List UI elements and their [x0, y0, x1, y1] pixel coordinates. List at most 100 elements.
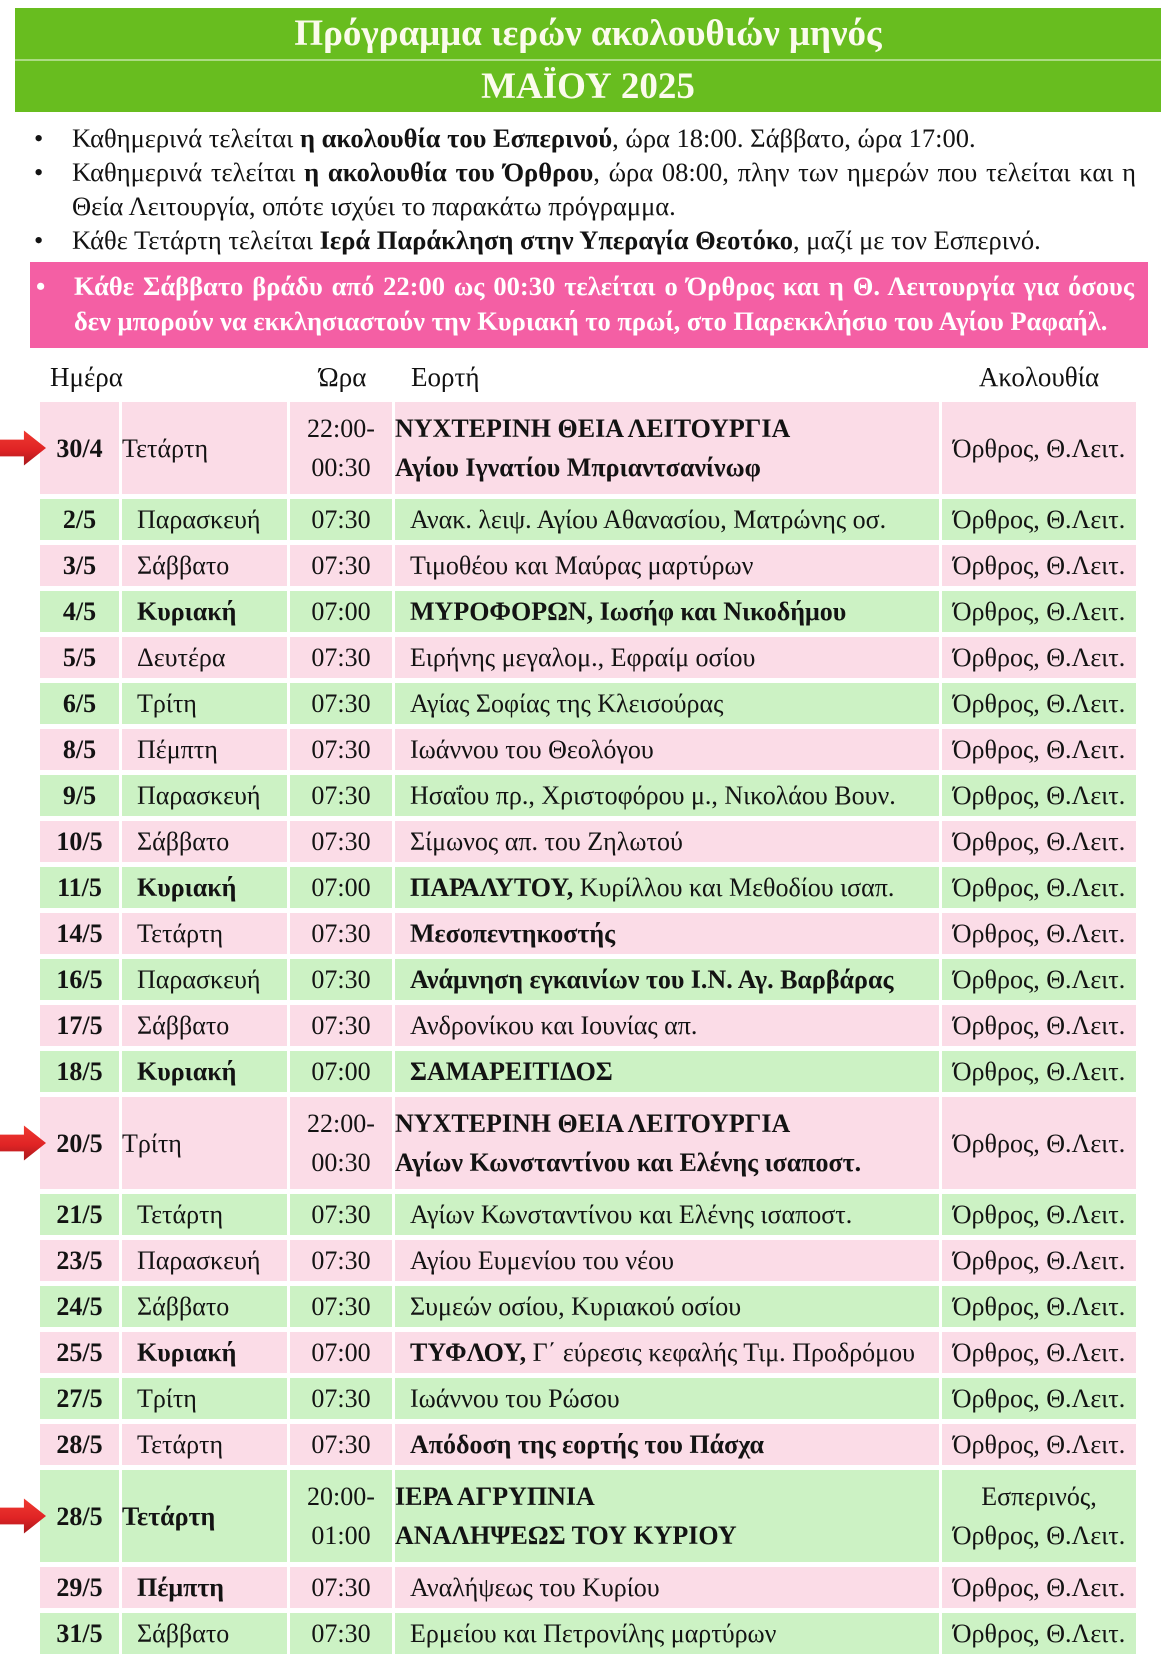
feast-line: Αγίων Κωνσταντίνου και Ελένης ισαποστ. — [395, 1143, 939, 1182]
day-value: Σάββατο — [137, 551, 230, 580]
date-cell: 20/5 — [0, 1097, 122, 1194]
service-cell: Όρθρος, Θ.Λειτ. — [942, 821, 1136, 867]
day-cell: Τετάρτη — [122, 402, 290, 499]
schedule-row: 24/5 Σάββατο 07:30 Συμεών οσίου, Κυριακού ο… — [40, 1286, 1136, 1332]
service-line: Όρθρος, Θ.Λειτ. — [952, 1246, 1126, 1275]
date-cell: 18/5 — [40, 1051, 122, 1097]
date-cell: 28/5 — [40, 1424, 122, 1470]
time-cell: 07:30 — [290, 1194, 395, 1240]
date-cell: 11/5 — [40, 867, 122, 913]
day-value: Σάββατο — [137, 827, 230, 856]
date-cell: 31/5 — [40, 1613, 122, 1659]
feast-segment: Αγίων Κωνσταντίνου και Ελένης ισαποστ. — [395, 1148, 862, 1177]
time-cell: 07:30 — [290, 1378, 395, 1424]
schedule-row: 9/5 Παρασκευή 07:30 Ησαΐου πρ., Χριστοφόρου… — [40, 775, 1136, 821]
service-line: Όρθρος, Θ.Λειτ. — [952, 1011, 1126, 1040]
schedule-row: 5/5 Δευτέρα 07:30 Ειρήνης μεγαλομ., Εφραίμ … — [40, 637, 1136, 683]
feast-line: Ανάμνηση εγκαινίων του Ι.Ν. Αγ. Βαρβάρας — [410, 964, 939, 995]
service-line: Όρθρος, Θ.Λειτ. — [952, 505, 1126, 534]
note-text-segment: Κάθε Τετάρτη τελείται — [72, 225, 320, 255]
time-line: 07:30 — [311, 735, 371, 764]
date-cell: 2/5 — [40, 499, 122, 545]
time-cell: 07:00 — [290, 591, 395, 637]
date-cell: 25/5 — [40, 1332, 122, 1378]
feast-segment: Συμεών οσίου, Κυριακού οσίου — [410, 1292, 742, 1321]
service-cell: Όρθρος, Θ.Λειτ. — [942, 1567, 1136, 1613]
schedule-row: 21/5 Τετάρτη 07:30 Αγίων Κωνσταντίνου και Ε… — [40, 1194, 1136, 1240]
feast-line: ΑΝΑΛΗΨΕΩΣ ΤΟΥ ΚΥΡΙΟΥ — [395, 1516, 939, 1555]
note-text-segment: , ώρα 08:00, πλην των ημερών που τελείτα… — [72, 157, 1136, 221]
feast-cell: ΤΥΦΛΟΥ, Γ΄ εύρεσις κεφαλής Τιμ. Προδρόμο… — [395, 1332, 942, 1378]
feast-segment: ΠΑΡΑΛΥΤΟΥ, — [410, 873, 574, 902]
time-cell: 07:30 — [290, 729, 395, 775]
day-cell: Τετάρτη — [122, 913, 290, 959]
feast-line: ΠΑΡΑΛΥΤΟΥ, Κυρίλλου και Μεθοδίου ισαπ. — [410, 872, 939, 903]
service-line: Όρθρος, Θ.Λειτ. — [952, 1384, 1126, 1413]
feast-line: ΣΑΜΑΡΕΙΤΙΔΟΣ — [410, 1056, 939, 1087]
schedule-row: 27/5 Τρίτη 07:30 Ιωάννου του Ρώσου Όρθρος, Θ… — [40, 1378, 1136, 1424]
service-cell: Όρθρος, Θ.Λειτ. — [942, 867, 1136, 913]
time-line: 07:30 — [311, 505, 371, 534]
day-value: Κυριακή — [137, 597, 237, 626]
schedule-row: 31/5 Σάββατο 07:30 Ερμείου και Πετρονίλης μ… — [40, 1613, 1136, 1659]
time-cell: 07:30 — [290, 1424, 395, 1470]
day-value: Κυριακή — [137, 1057, 237, 1086]
day-cell: Παρασκευή — [122, 499, 290, 545]
schedule-row: 28/5 Τετάρτη 20:00- 01:00 ΙΕΡΑ ΑΓΡΥΠΝΙΑ ΑΝΑΛΗ… — [0, 1470, 1136, 1567]
day-value: Τετάρτη — [122, 1501, 216, 1531]
feast-cell: Απόδοση της εορτής του Πάσχα — [395, 1424, 942, 1470]
feast-line: ΙΕΡΑ ΑΓΡΥΠΝΙΑ — [395, 1477, 939, 1516]
day-cell: Σάββατο — [122, 1613, 290, 1659]
time-cell: 22:00- 00:30 — [290, 1097, 395, 1194]
note-text-segment: , μαζί με τον Εσπερινό. — [793, 225, 1041, 255]
note-text: Κάθε Τετάρτη τελείται Ιερά Παράκληση στη… — [72, 223, 1136, 257]
feast-segment: Γ΄ εύρεσις κεφαλής Τιμ. Προδρόμου — [526, 1338, 915, 1367]
col-header-day: Ημέρα — [50, 362, 123, 392]
feast-segment: Σίμωνος απ. του Ζηλωτού — [410, 827, 683, 856]
time-line: 07:30 — [311, 965, 371, 994]
note-text-segment: Κάθε Σάββατο βράδυ από 22:00 ως 00:30 τε… — [74, 271, 1134, 336]
service-cell: Όρθρος, Θ.Λειτ. — [942, 913, 1136, 959]
service-cell: Όρθρος, Θ.Λειτ. — [942, 1005, 1136, 1051]
time-cell: 07:30 — [290, 1286, 395, 1332]
schedule-row: 30/4 Τετάρτη 22:00- 00:30 ΝΥΧΤΕΡΙΝΗ ΘΕΙΑ ΛΕΙ… — [0, 402, 1136, 499]
feast-line: Τιμοθέου και Μαύρας μαρτύρων — [410, 550, 939, 581]
date-value: 25/5 — [56, 1338, 103, 1367]
feast-segment: Ιωάννου του Θεολόγου — [410, 735, 654, 764]
service-cell: Όρθρος, Θ.Λειτ. — [942, 775, 1136, 821]
service-cell: Όρθρος, Θ.Λειτ. — [942, 637, 1136, 683]
col-header-feast: Εορτή — [411, 362, 480, 392]
schedule-section: Ημέρα Ώρα Εορτή Ακολουθία 30/4 Τετάρτη 22:… — [0, 360, 1136, 1659]
date-cell: 14/5 — [40, 913, 122, 959]
schedule-row: 17/5 Σάββατο 07:30 Ανδρονίκου και Ιουνίας α… — [40, 1005, 1136, 1051]
date-cell: 17/5 — [40, 1005, 122, 1051]
feast-segment: ΙΕΡΑ ΑΓΡΥΠΝΙΑ — [395, 1482, 595, 1511]
feast-cell: Ανακ. λειψ. Αγίου Αθανασίου, Ματρώνης οσ… — [395, 499, 942, 545]
page-title-line1: Πρόγραμμα ιερών ακολουθιών μηνός — [294, 13, 882, 54]
day-cell: Κυριακή — [122, 1051, 290, 1097]
date-value: 10/5 — [56, 827, 103, 856]
time-line: 07:30 — [311, 1430, 371, 1459]
date-value: 8/5 — [62, 735, 97, 764]
service-line: Εσπερινός, — [981, 1482, 1097, 1511]
feast-cell: Ανάμνηση εγκαινίων του Ι.Ν. Αγ. Βαρβάρας — [395, 959, 942, 1005]
feast-segment: Κυρίλλου και Μεθοδίου ισαπ. — [573, 873, 895, 902]
service-cell: Όρθρος, Θ.Λειτ. — [942, 1051, 1136, 1097]
feast-cell: Αναλήψεως του Κυρίου — [395, 1567, 942, 1613]
time-line: 07:30 — [311, 1619, 371, 1648]
time-cell: 07:30 — [290, 775, 395, 821]
time-cell: 20:00- 01:00 — [290, 1470, 395, 1567]
feast-cell: ΝΥΧΤΕΡΙΝΗ ΘΕΙΑ ΛΕΙΤΟΥΡΓΙΑ Αγίου Ιγνατίου … — [395, 402, 942, 499]
date-value: 14/5 — [56, 919, 103, 948]
feast-line: Αγίων Κωνσταντίνου και Ελένης ισαποστ. — [410, 1199, 939, 1230]
date-cell: 8/5 — [40, 729, 122, 775]
feast-cell: Ανδρονίκου και Ιουνίας απ. — [395, 1005, 942, 1051]
service-cell: Όρθρος, Θ.Λειτ. — [942, 959, 1136, 1005]
time-line: 07:30 — [311, 551, 371, 580]
feast-segment: ΝΥΧΤΕΡΙΝΗ ΘΕΙΑ ΛΕΙΤΟΥΡΓΙΑ — [395, 414, 791, 443]
col-header-service: Ακολουθία — [978, 362, 1100, 392]
schedule-row: 11/5 Κυριακή 07:00 ΠΑΡΑΛΥΤΟΥ, Κυρίλλου και … — [40, 867, 1136, 913]
note-item: • Κάθε Τετάρτη τελείται Ιερά Παράκληση στ… — [34, 223, 1136, 257]
feast-line: Ανδρονίκου και Ιουνίας απ. — [410, 1010, 939, 1041]
note-text-segment: Καθημερινά τελείται — [72, 157, 305, 187]
